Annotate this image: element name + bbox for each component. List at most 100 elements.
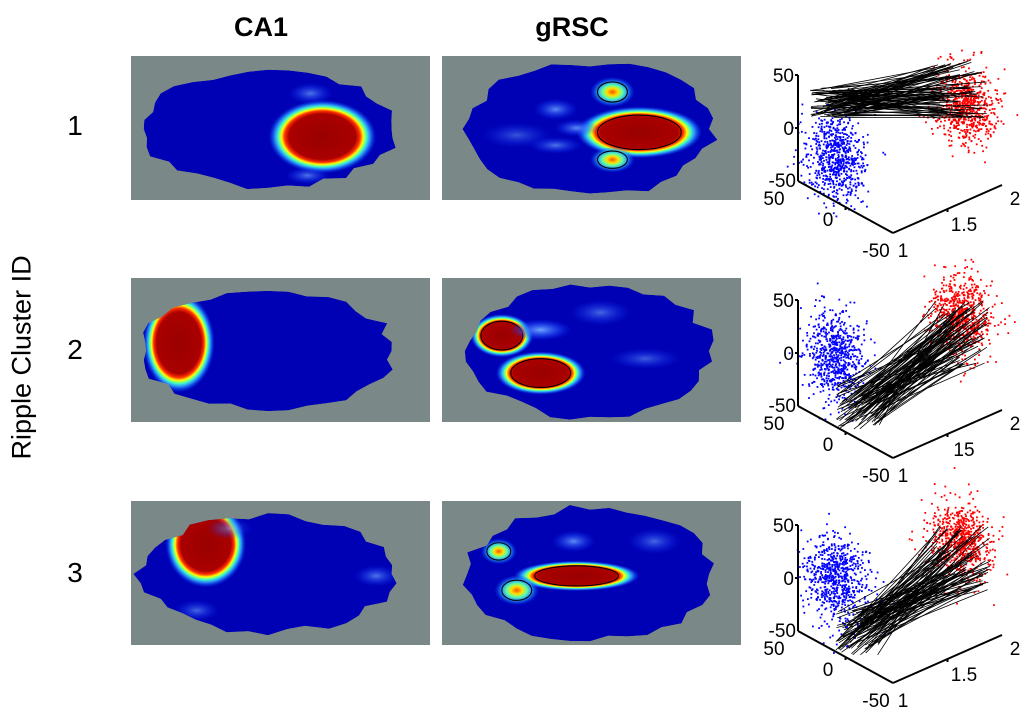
- blue-point: [865, 362, 867, 364]
- blue-point: [845, 310, 847, 312]
- blue-point: [857, 551, 859, 553]
- blue-point: [845, 584, 847, 586]
- blue-point: [867, 191, 869, 193]
- red-point: [982, 524, 984, 526]
- red-point: [978, 511, 980, 513]
- blue-point: [840, 136, 842, 138]
- blue-point: [832, 330, 834, 332]
- blue-point: [844, 330, 846, 332]
- blue-point: [829, 580, 831, 582]
- blue-point: [819, 365, 821, 367]
- blue-point: [819, 163, 821, 165]
- blue-point: [815, 181, 817, 183]
- red-point: [940, 530, 942, 532]
- red-point: [964, 539, 966, 541]
- blue-point: [817, 570, 819, 572]
- blue-point: [830, 151, 832, 153]
- blue-point: [816, 140, 818, 142]
- blue-point: [779, 362, 781, 364]
- blue-point: [845, 126, 847, 128]
- heatmap-peak: [496, 351, 586, 394]
- red-point: [962, 517, 964, 519]
- red-point: [982, 527, 984, 529]
- blue-point: [823, 581, 825, 583]
- blue-point: [851, 128, 853, 130]
- blue-cluster-points: [787, 104, 886, 218]
- blue-point: [826, 159, 828, 161]
- blue-point: [839, 563, 841, 565]
- blue-point: [808, 557, 810, 559]
- blue-point: [861, 159, 863, 161]
- blue-point: [802, 159, 804, 161]
- red-point: [968, 484, 970, 486]
- red-point: [968, 503, 970, 505]
- red-point: [967, 519, 969, 521]
- blue-point: [844, 368, 846, 370]
- red-point: [1002, 535, 1004, 537]
- y-tick-label: -50: [862, 241, 889, 262]
- red-point: [964, 355, 966, 357]
- blue-point: [834, 326, 836, 328]
- blue-point: [866, 584, 868, 586]
- blue-point: [835, 174, 837, 176]
- blue-point: [853, 562, 855, 564]
- blue-point: [828, 378, 830, 380]
- red-point: [939, 542, 941, 544]
- red-point: [967, 300, 969, 302]
- blue-point: [813, 353, 815, 355]
- red-point: [979, 579, 981, 581]
- red-point: [946, 518, 948, 520]
- red-point: [976, 292, 978, 294]
- red-point: [948, 312, 950, 314]
- blue-point: [838, 600, 840, 602]
- red-point: [950, 492, 952, 494]
- blue-point: [845, 344, 847, 346]
- red-point: [989, 343, 991, 345]
- x-tick-label: 1: [898, 691, 909, 712]
- blue-point: [826, 596, 828, 598]
- red-point: [962, 523, 964, 525]
- blue-point: [854, 604, 856, 606]
- red-point: [970, 290, 972, 292]
- red-point: [971, 78, 973, 80]
- red-point: [961, 507, 963, 509]
- red-point: [950, 90, 952, 92]
- red-point: [1003, 93, 1005, 95]
- blue-point: [835, 339, 837, 341]
- heatmap-peak: [627, 528, 681, 554]
- blue-point: [840, 572, 842, 574]
- blue-point: [829, 178, 831, 180]
- blue-point: [809, 355, 811, 357]
- blue-point: [843, 133, 845, 135]
- blue-point: [831, 591, 833, 593]
- red-point: [990, 312, 992, 314]
- blue-point: [840, 163, 842, 165]
- red-point: [951, 145, 953, 147]
- blue-point: [838, 144, 840, 146]
- blue-point: [833, 552, 835, 554]
- red-point: [978, 124, 980, 126]
- red-point: [979, 300, 981, 302]
- blue-point: [854, 548, 856, 550]
- red-point: [954, 546, 956, 548]
- x-tick-label: 2: [1010, 189, 1021, 210]
- red-point: [969, 124, 971, 126]
- blue-point: [864, 169, 866, 171]
- blue-point: [808, 383, 810, 385]
- blue-point: [812, 564, 814, 566]
- blue-point: [851, 189, 853, 191]
- red-point: [965, 259, 967, 261]
- blue-point: [832, 557, 834, 559]
- blue-point: [809, 179, 811, 181]
- blue-point: [838, 317, 840, 319]
- blue-point: [847, 611, 849, 613]
- blue-point: [825, 156, 827, 158]
- red-point: [1000, 321, 1002, 323]
- red-point: [949, 127, 951, 129]
- blue-point: [841, 185, 843, 187]
- blue-point: [825, 207, 827, 209]
- blue-point: [815, 318, 817, 320]
- blue-point: [857, 560, 859, 562]
- red-point: [982, 76, 984, 78]
- blue-point: [823, 549, 825, 551]
